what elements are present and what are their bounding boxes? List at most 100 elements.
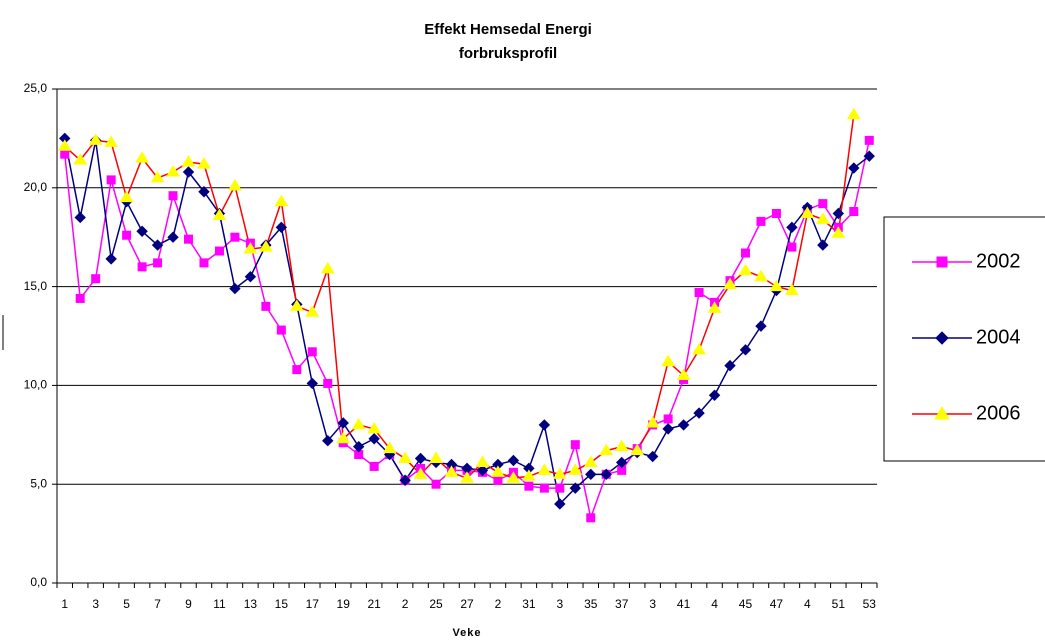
marker [771,208,781,218]
marker [831,226,846,238]
marker [614,439,629,452]
marker [692,342,706,355]
marker [599,443,614,456]
marker [663,414,673,424]
x-tick-label: 3 [556,597,563,611]
marker [413,467,428,479]
marker [429,451,443,464]
marker [568,463,583,475]
x-tick-label: 27 [460,597,474,611]
marker [756,216,766,226]
y-tick-label: 5,0 [30,476,47,490]
marker [754,269,768,282]
legend-marker [934,406,950,420]
marker [832,207,845,220]
x-tick-label: 37 [615,597,629,611]
marker [787,242,797,252]
series-line [64,114,855,480]
marker [817,239,829,251]
marker [554,498,566,510]
marker [168,191,178,201]
marker [307,347,317,357]
marker [786,221,798,234]
x-tick-label: 4 [804,597,811,611]
marker [708,389,721,401]
marker [583,455,598,467]
marker [600,468,612,481]
marker [738,263,753,276]
marker [493,475,503,485]
marker [537,463,552,475]
marker [369,461,379,471]
x-tick-label: 9 [185,597,192,611]
marker [382,441,397,454]
marker [645,415,660,428]
marker [616,456,628,469]
marker [323,378,333,388]
marker [507,454,520,467]
marker [399,474,411,486]
x-tick-label: 4 [711,597,718,611]
marker [198,186,210,198]
x-tick-label: 47 [770,597,784,611]
x-tick-label: 2 [495,597,502,611]
marker [863,150,875,162]
x-tick-label: 13 [244,597,258,611]
marker [739,344,752,356]
x-tick-label: 25 [429,597,443,611]
x-tick-label: 3 [92,597,99,611]
marker [336,431,351,444]
marker [275,221,288,234]
marker [88,133,103,145]
marker [244,271,257,283]
marker [305,305,320,317]
marker [475,455,490,467]
x-tick-label: 3 [649,597,656,611]
marker [153,258,163,268]
marker [182,166,195,178]
marker [105,253,117,265]
marker [320,261,335,274]
marker [552,467,567,479]
marker [322,435,334,447]
y-tick-label: 25,0 [24,81,48,95]
marker [491,465,505,477]
marker [848,162,860,174]
marker [707,301,722,313]
legend-label: 2002 [976,250,1021,272]
marker [694,288,704,298]
marker [476,464,489,477]
chart-title: forbruksprofil [459,45,557,62]
marker [91,274,101,284]
marker [570,440,580,450]
y-tick-label: 20,0 [24,180,48,194]
marker [815,212,830,224]
marker [212,208,227,220]
marker [60,149,70,159]
x-tick-label: 5 [123,597,130,611]
marker [431,479,441,489]
marker [292,365,302,375]
marker [630,443,645,456]
marker [460,471,474,483]
marker [368,433,380,445]
marker [261,301,271,311]
marker [106,175,116,185]
x-tick-label: 35 [584,597,598,611]
x-tick-label: 45 [739,597,753,611]
x-tick-label: 11 [213,597,226,611]
marker [337,417,349,429]
marker [151,239,164,251]
marker [243,242,258,254]
marker [662,423,674,435]
marker [769,279,784,292]
marker [444,465,459,477]
marker [74,211,86,224]
marker [214,246,224,256]
marker [57,139,72,151]
marker [846,107,861,120]
marker [538,419,551,431]
marker [73,153,88,165]
